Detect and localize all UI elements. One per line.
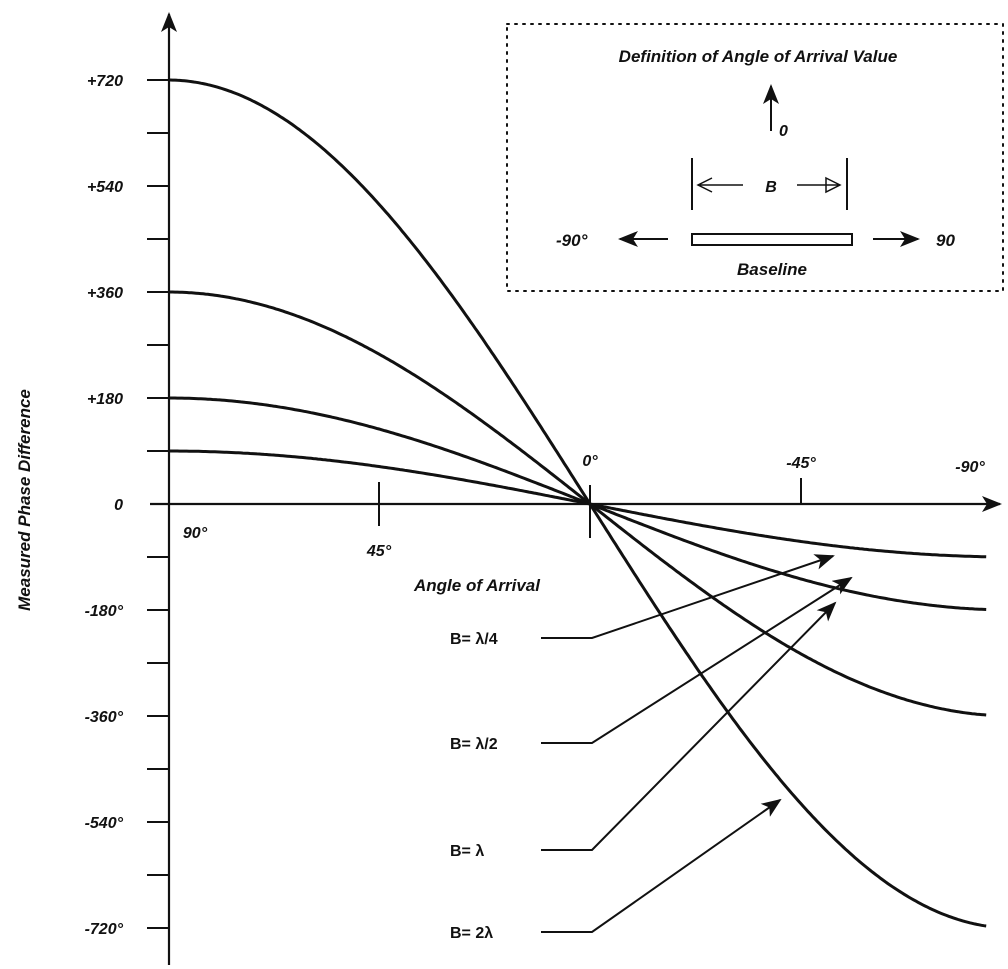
y-tick-label: +540 xyxy=(87,179,123,196)
y-tick-label: -180° xyxy=(85,603,124,620)
inset-plus-90-label: 90 xyxy=(936,231,955,250)
x-tick-label: -90° xyxy=(955,459,985,476)
x-tick-label: 0° xyxy=(582,453,598,470)
y-tick-label: -720° xyxy=(85,921,124,938)
series-leader-arrow xyxy=(541,601,837,851)
series-label: B= λ/4 xyxy=(450,631,498,648)
y-tick-label: 0 xyxy=(114,497,123,514)
x-axis-label: Angle of Arrival xyxy=(413,576,541,595)
series-label: B= 2λ xyxy=(450,925,493,942)
inset-zero-label: 0 xyxy=(779,123,788,140)
series-curve xyxy=(168,78,987,928)
series-curve xyxy=(168,290,987,717)
y-axis-label: Measured Phase Difference xyxy=(15,389,34,611)
y-tick-label: -540° xyxy=(85,815,124,832)
inset-minus-90-label: -90° xyxy=(556,231,588,250)
series-curve xyxy=(168,449,987,559)
inset-border xyxy=(506,23,1004,292)
b-left-arrow-icon xyxy=(696,177,743,193)
y-tick-label: -360° xyxy=(85,709,124,726)
series-label: B= λ xyxy=(450,843,484,860)
y-tick-label: +180 xyxy=(87,391,123,408)
inset-baseline-label: Baseline xyxy=(737,260,807,279)
y-tick-label: +720 xyxy=(87,73,123,90)
baseline-bar xyxy=(691,233,853,246)
x-tick-label: 45° xyxy=(366,543,392,560)
series-leader-arrow xyxy=(541,798,782,933)
b-right-arrow-icon xyxy=(797,176,842,194)
y-tick-label: +360 xyxy=(87,285,123,302)
x-tick-label: 90° xyxy=(183,525,208,542)
series-label: B= λ/2 xyxy=(450,736,498,753)
series-leader-arrow xyxy=(541,576,853,744)
inset-b-label: B xyxy=(765,179,777,196)
axes xyxy=(150,12,1002,965)
inset-title: Definition of Angle of Arrival Value xyxy=(619,47,898,66)
x-tick-label: -45° xyxy=(786,455,816,472)
series-leader-arrow xyxy=(541,554,835,639)
angle-definition-inset: Definition of Angle of Arrival Value 0 B… xyxy=(506,23,1004,292)
